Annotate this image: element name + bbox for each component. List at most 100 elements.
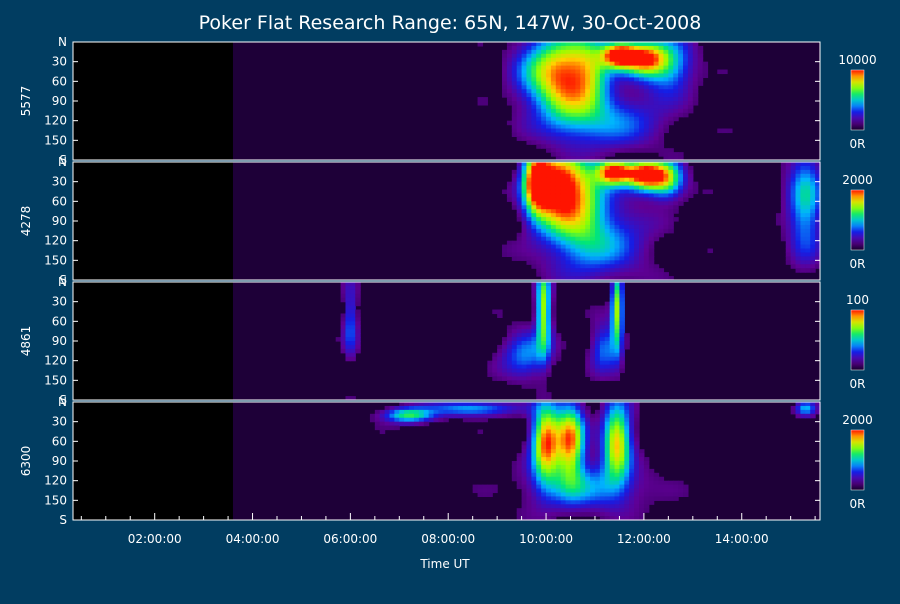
colorbar-max-label: 10000: [838, 53, 876, 67]
intensity-cell: [639, 116, 645, 122]
intensity-cell: [619, 240, 625, 246]
intensity-cell: [658, 53, 665, 59]
intensity-cell: [590, 53, 596, 59]
intensity-cell: [609, 445, 616, 450]
intensity-cell: [560, 256, 567, 261]
intensity-cell: [506, 101, 513, 106]
intensity-cell: [619, 217, 625, 222]
intensity-cell: [550, 57, 557, 63]
intensity-cell: [624, 104, 630, 110]
intensity-cell: [585, 457, 591, 462]
x-axis-label: Time UT: [419, 557, 470, 571]
intensity-cell: [683, 197, 689, 202]
intensity-cell: [565, 45, 572, 51]
intensity-cell: [550, 425, 557, 431]
intensity-cell: [565, 232, 572, 238]
intensity-cell: [565, 480, 572, 486]
intensity-cell: [609, 433, 616, 438]
intensity-cell: [575, 413, 581, 419]
intensity-cell: [639, 124, 645, 130]
intensity-cell: [413, 413, 420, 419]
intensity-cell: [536, 181, 542, 187]
intensity-cell: [639, 132, 645, 137]
intensity-cell: [800, 162, 806, 167]
intensity-cell: [619, 57, 625, 63]
intensity-cell: [815, 165, 821, 171]
intensity-cell: [585, 272, 591, 277]
intensity-cell: [531, 209, 537, 214]
intensity-cell: [795, 224, 802, 230]
intensity-cell: [565, 425, 572, 431]
intensity-cell: [585, 512, 591, 517]
intensity-cell: [585, 77, 591, 82]
intensity-cell: [546, 409, 552, 415]
intensity-cell: [550, 492, 557, 497]
intensity-cell: [815, 173, 821, 179]
intensity-cell: [511, 185, 518, 191]
intensity-cell: [555, 169, 562, 175]
intensity-cell: [492, 309, 498, 315]
intensity-cell: [526, 217, 532, 222]
intensity-cell: [678, 49, 684, 55]
intensity-cell: [575, 81, 581, 86]
intensity-cell: [800, 252, 806, 257]
intensity-cell: [536, 232, 542, 238]
intensity-cell: [629, 457, 635, 462]
intensity-cell: [624, 69, 630, 75]
intensity-cell: [560, 73, 567, 78]
intensity-cell: [516, 116, 523, 122]
intensity-cell: [648, 65, 655, 71]
intensity-cell: [614, 333, 621, 338]
intensity-cell: [560, 81, 567, 86]
y-tick-label: 60: [52, 74, 67, 88]
intensity-cell: [409, 413, 415, 419]
intensity-cell: [785, 181, 792, 187]
intensity-cell: [639, 112, 645, 118]
intensity-cell: [629, 272, 635, 277]
intensity-cell: [541, 301, 547, 307]
intensity-cell: [531, 480, 537, 486]
intensity-cell: [604, 236, 611, 242]
intensity-cell: [546, 224, 552, 230]
intensity-cell: [663, 221, 669, 226]
intensity-cell: [594, 116, 601, 122]
intensity-cell: [546, 488, 552, 494]
intensity-cell: [404, 417, 410, 423]
intensity-cell: [594, 508, 601, 513]
intensity-cell: [541, 276, 547, 281]
intensity-cell: [521, 508, 528, 513]
intensity-cell: [516, 337, 523, 342]
intensity-cell: [609, 185, 616, 191]
intensity-cell: [668, 193, 674, 198]
intensity-cell: [521, 445, 528, 450]
intensity-cell: [536, 360, 542, 366]
intensity-cell: [502, 77, 508, 82]
intensity-cell: [619, 297, 625, 303]
y-tick-label: S: [59, 273, 67, 287]
intensity-cell: [800, 268, 806, 273]
intensity-cell: [570, 124, 576, 130]
intensity-cell: [614, 421, 621, 427]
intensity-cell: [580, 89, 586, 94]
intensity-cell: [516, 132, 523, 137]
intensity-cell: [565, 148, 572, 153]
intensity-cell: [683, 77, 689, 82]
intensity-cell: [639, 221, 645, 226]
intensity-cell: [599, 445, 606, 450]
intensity-cell: [639, 457, 645, 462]
intensity-cell: [531, 461, 537, 466]
intensity-cell: [521, 101, 528, 106]
intensity-cell: [673, 108, 679, 114]
intensity-cell: [624, 500, 630, 505]
intensity-cell: [374, 425, 381, 431]
intensity-cell: [673, 169, 679, 175]
intensity-cell: [614, 337, 621, 342]
intensity-cell: [492, 360, 498, 366]
intensity-cell: [565, 500, 572, 505]
intensity-cell: [785, 240, 792, 246]
intensity-cell: [374, 421, 381, 427]
intensity-cell: [526, 480, 532, 486]
intensity-cell: [511, 344, 518, 350]
intensity-cell: [609, 368, 616, 374]
